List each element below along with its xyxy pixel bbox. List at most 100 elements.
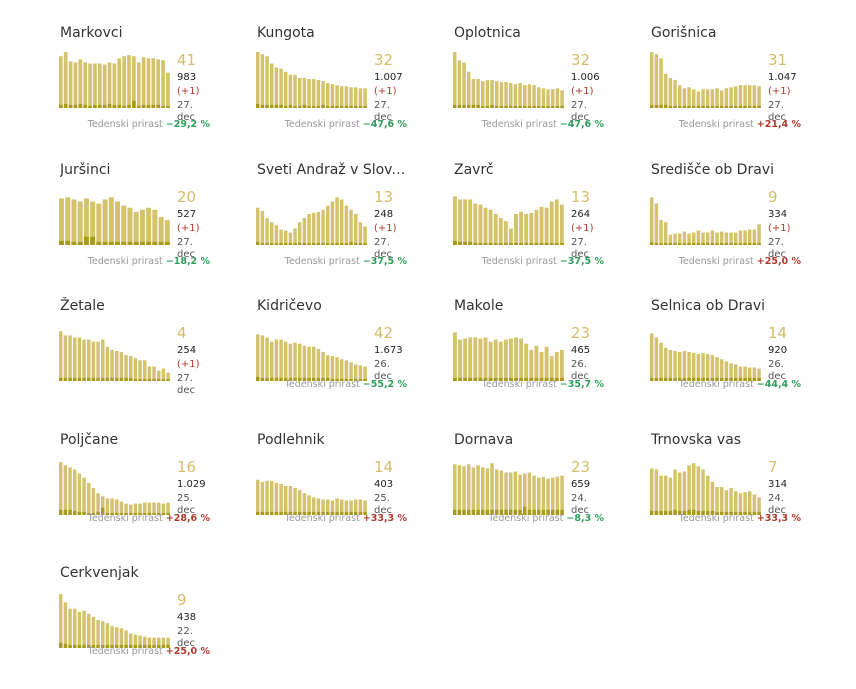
active-cases-bar [71, 199, 77, 245]
weekly-growth-value: +21,4 % [756, 119, 801, 130]
daily-cases-bar [549, 377, 554, 381]
daily-cases-bar [256, 376, 260, 381]
daily-cases-bar [119, 512, 124, 515]
active-cases-bar [560, 475, 564, 515]
daily-cases-bar [260, 377, 265, 381]
daily-cases-bar [279, 242, 283, 245]
daily-cases-bar [650, 104, 654, 108]
active-cases-bar [312, 497, 316, 515]
daily-cases-bar [524, 242, 529, 245]
weekly-growth-value: −8,3 % [566, 513, 604, 524]
sparkline-chart [59, 594, 170, 648]
active-cases-bar [493, 339, 498, 381]
daily-cases-bar [752, 511, 757, 515]
active-cases-value: 13 [374, 188, 394, 206]
daily-cases-bar [499, 105, 504, 108]
daily-cases-bar [738, 377, 743, 381]
active-cases-bar [546, 89, 550, 108]
daily-cases-bar [504, 509, 508, 515]
municipality-name[interactable]: Trnovska vas [651, 432, 742, 448]
active-cases-bar [152, 637, 156, 648]
active-cases-bar [752, 85, 757, 108]
active-cases-bar [729, 87, 733, 108]
daily-cases-bar [105, 644, 110, 648]
active-cases-bar [265, 480, 269, 515]
daily-cases-bar [537, 105, 541, 108]
daily-cases-bar [752, 377, 757, 381]
daily-cases-bar [743, 105, 747, 108]
active-cases-bar [256, 479, 260, 515]
daily-cases-bar [330, 242, 335, 245]
municipality-name[interactable]: Poljčane [60, 432, 119, 448]
municipality-name[interactable]: Središče ob Dravi [651, 162, 774, 178]
active-cases-bar [307, 495, 311, 515]
municipality-name[interactable]: Markovci [60, 25, 123, 41]
active-cases-bar [358, 365, 363, 381]
municipality-name[interactable]: Juršinci [60, 162, 111, 178]
weekly-growth-label: Tedenski prirast [87, 513, 163, 524]
municipality-name[interactable]: Zavrč [454, 162, 494, 178]
active-cases-bar [330, 201, 335, 245]
municipality-name[interactable]: Podlehnik [257, 432, 325, 448]
active-cases-bar [532, 85, 536, 108]
municipality-name[interactable]: Kungota [257, 25, 315, 41]
daily-cases-bar [265, 242, 269, 245]
daily-cases-bar [82, 644, 86, 648]
daily-cases-bar [97, 104, 102, 108]
active-cases-bar [493, 213, 498, 245]
daily-cases-bar [73, 377, 77, 381]
municipality-name[interactable]: Žetale [60, 298, 105, 314]
sparkline-chart [453, 196, 564, 245]
active-cases-bar [136, 62, 141, 108]
municipality-name[interactable]: Selnica ob Dravi [651, 298, 766, 314]
daily-cases-bar [293, 511, 297, 515]
daily-increase-value: (+1) [177, 359, 200, 370]
municipality-name[interactable]: Dornava [454, 432, 514, 448]
daily-cases-bar [59, 104, 63, 108]
municipality-name[interactable]: Makole [454, 298, 504, 314]
daily-cases-bar [152, 241, 158, 245]
active-cases-bar [256, 207, 260, 245]
daily-cases-bar [532, 105, 536, 108]
municipality-name[interactable]: Sveti Andraž v Slov.... [257, 162, 407, 178]
municipality-name[interactable]: Gorišnica [651, 25, 717, 41]
active-cases-bar [664, 475, 668, 515]
active-cases-bar [146, 207, 152, 245]
daily-cases-bar [532, 509, 536, 515]
active-cases-bar [77, 473, 82, 515]
active-cases-bar [256, 334, 260, 381]
daily-cases-bar [673, 377, 677, 381]
active-cases-bar [720, 90, 724, 108]
daily-cases-bar [129, 512, 133, 515]
daily-cases-bar [340, 105, 344, 108]
daily-cases-bar [453, 377, 457, 381]
active-cases-bar [166, 637, 170, 648]
weekly-growth: Tedenski prirast +33,3 % [237, 513, 407, 525]
active-cases-bar [164, 220, 170, 245]
municipality-card: Trnovska vas 7 314 24. dec Tedenski prirast +… [591, 431, 801, 556]
active-cases-bar [682, 471, 687, 515]
daily-cases-bar [678, 510, 682, 515]
daily-cases-bar [161, 512, 166, 515]
active-cases-bar [166, 372, 170, 381]
daily-cases-bar [715, 377, 719, 381]
municipality-name[interactable]: Kidričevo [257, 298, 322, 314]
daily-cases-bar [73, 644, 77, 648]
daily-cases-bar [488, 242, 493, 245]
active-cases-bar [293, 74, 297, 108]
active-cases-bar [307, 79, 311, 108]
active-cases-bar [650, 197, 654, 245]
active-cases-bar [59, 331, 63, 381]
daily-cases-bar [743, 511, 747, 515]
daily-cases-bar [495, 105, 499, 108]
total-cases-value: 983 [177, 72, 197, 83]
municipality-name[interactable]: Cerkvenjak [60, 565, 139, 581]
active-cases-bar [115, 350, 119, 381]
municipality-name[interactable]: Oplotnica [454, 25, 521, 41]
weekly-growth: Tedenski prirast −37,5 % [434, 256, 604, 268]
active-cases-bar [720, 359, 724, 381]
active-cases-bar [490, 463, 494, 515]
daily-cases-bar [710, 242, 715, 245]
active-cases-value: 41 [177, 51, 197, 69]
municipality-card: Poljčane 16 1.029 25. dec Tedenski prirast +2… [0, 431, 210, 556]
